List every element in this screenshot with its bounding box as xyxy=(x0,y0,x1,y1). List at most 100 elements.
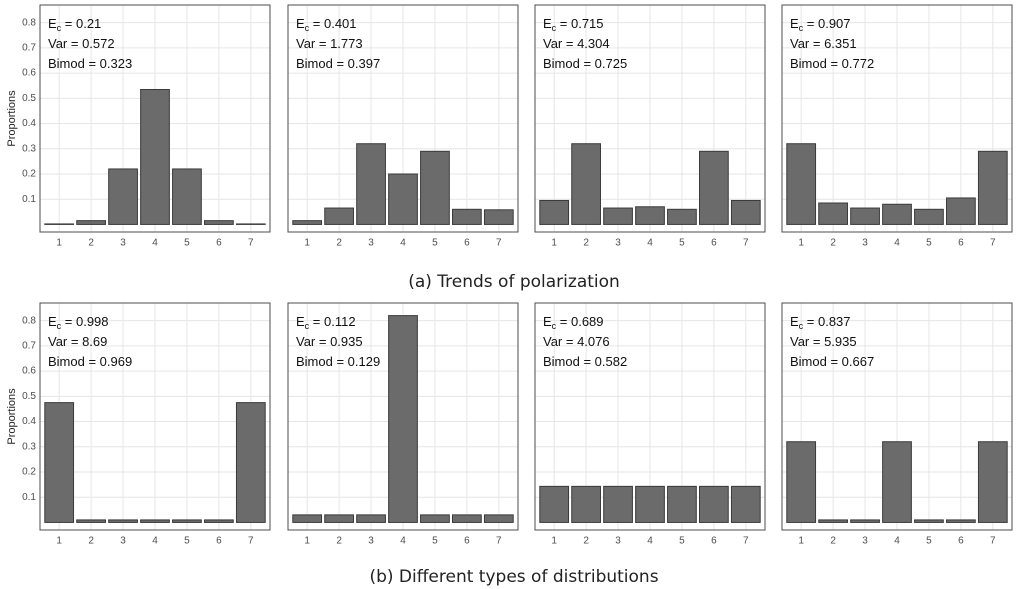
x-tick-label: 2 xyxy=(830,536,836,547)
annotation: Var = 0.935 xyxy=(296,334,363,349)
bar xyxy=(882,441,912,523)
bar xyxy=(140,88,170,225)
x-tick-label: 7 xyxy=(496,536,502,547)
annotation: Bimod = 0.772 xyxy=(790,56,874,71)
annotation-text: = 0.837 xyxy=(803,314,850,329)
x-tick-label: 3 xyxy=(120,238,126,249)
x-tick-label: 2 xyxy=(336,238,342,249)
bar xyxy=(977,150,1008,225)
annotation-text: E xyxy=(296,314,305,329)
bar xyxy=(292,514,323,523)
x-tick-label: 7 xyxy=(496,238,502,249)
bar xyxy=(324,514,354,523)
x-tick-label: 2 xyxy=(583,536,589,547)
bar xyxy=(388,173,418,225)
x-tick-label: 5 xyxy=(679,238,685,249)
x-tick-label: 7 xyxy=(990,536,996,547)
x-tick-label: 1 xyxy=(551,238,557,249)
y-tick-label: 0.1 xyxy=(22,194,36,205)
bar xyxy=(204,220,234,225)
x-tick-label: 7 xyxy=(743,238,749,249)
panel-border xyxy=(534,302,766,531)
x-tick-label: 3 xyxy=(368,536,374,547)
y-axis-label: Proportions xyxy=(6,90,18,147)
y-tick-label: 0.5 xyxy=(22,93,36,104)
annotation-text: E xyxy=(48,16,57,31)
annotation-text: = 0.715 xyxy=(556,16,603,31)
annotation-text: Bimod = 0.582 xyxy=(543,354,627,369)
annotation: Bimod = 0.323 xyxy=(48,56,132,71)
annotation: Var = 4.304 xyxy=(543,36,610,51)
x-tick-label: 3 xyxy=(615,536,621,547)
bar xyxy=(699,485,729,523)
bar xyxy=(786,143,817,225)
x-tick-label: 5 xyxy=(184,536,190,547)
x-tick-label: 4 xyxy=(647,536,653,547)
annotation-text: E xyxy=(543,16,552,31)
x-tick-label: 3 xyxy=(862,238,868,249)
annotation: Ec = 0.907 xyxy=(790,16,851,33)
x-tick-label: 6 xyxy=(711,238,717,249)
annotation-subscript: c xyxy=(552,23,557,33)
bar xyxy=(730,485,761,523)
x-tick-label: 7 xyxy=(248,238,254,249)
x-tick-label: 5 xyxy=(432,536,438,547)
x-tick-label: 5 xyxy=(926,238,932,249)
y-tick-label: 0.8 xyxy=(22,17,36,28)
annotation: Var = 6.351 xyxy=(790,36,857,51)
bar xyxy=(818,519,848,523)
bar xyxy=(571,485,601,523)
x-tick-label: 6 xyxy=(464,238,470,249)
annotation-text: Bimod = 0.667 xyxy=(790,354,874,369)
panel-border xyxy=(781,4,1013,233)
annotation-subscript: c xyxy=(305,321,310,331)
x-tick-label: 5 xyxy=(926,536,932,547)
annotation-text: Var = 1.773 xyxy=(296,36,363,51)
annotation-text: Var = 4.076 xyxy=(543,334,610,349)
bar xyxy=(140,519,170,523)
y-tick-label: 0.6 xyxy=(22,68,36,79)
annotation-text: Bimod = 0.397 xyxy=(296,56,380,71)
annotation: Ec = 0.112 xyxy=(296,314,356,331)
annotation-text: Var = 8.69 xyxy=(48,334,107,349)
annotation-text: E xyxy=(790,16,799,31)
y-tick-label: 0.7 xyxy=(22,43,36,54)
bar xyxy=(699,150,729,225)
bar xyxy=(818,202,848,225)
bar xyxy=(850,519,880,523)
bar xyxy=(324,207,354,225)
x-tick-label: 2 xyxy=(88,238,94,249)
annotation-subscript: c xyxy=(799,23,804,33)
bar xyxy=(946,519,976,523)
x-tick-label: 3 xyxy=(862,536,868,547)
bar xyxy=(946,197,976,225)
bar xyxy=(108,519,138,523)
annotation-text: Var = 5.935 xyxy=(790,334,857,349)
annotation-text: E xyxy=(296,16,305,31)
annotation-text: Var = 0.935 xyxy=(296,334,363,349)
bar xyxy=(635,485,665,523)
bar xyxy=(292,220,323,225)
annotation-text: E xyxy=(48,314,57,329)
caption: (a) Trends of polarization xyxy=(408,272,620,292)
panel-border xyxy=(39,302,271,531)
annotation: Bimod = 0.397 xyxy=(296,56,380,71)
bar xyxy=(603,485,633,523)
annotation: Var = 5.935 xyxy=(790,334,857,349)
y-tick-label: 0.1 xyxy=(22,492,36,503)
bar xyxy=(235,402,266,523)
bar xyxy=(356,514,386,523)
bar xyxy=(667,208,697,225)
x-tick-label: 1 xyxy=(798,238,804,249)
bar xyxy=(420,514,450,523)
y-tick-label: 0.2 xyxy=(22,169,36,180)
panel-border xyxy=(287,302,519,531)
x-tick-label: 3 xyxy=(368,238,374,249)
annotation-subscript: c xyxy=(57,321,62,331)
bar xyxy=(635,206,665,225)
bar xyxy=(452,208,482,225)
x-tick-label: 6 xyxy=(216,238,222,249)
panel-border xyxy=(287,4,519,233)
y-tick-label: 0.7 xyxy=(22,341,36,352)
